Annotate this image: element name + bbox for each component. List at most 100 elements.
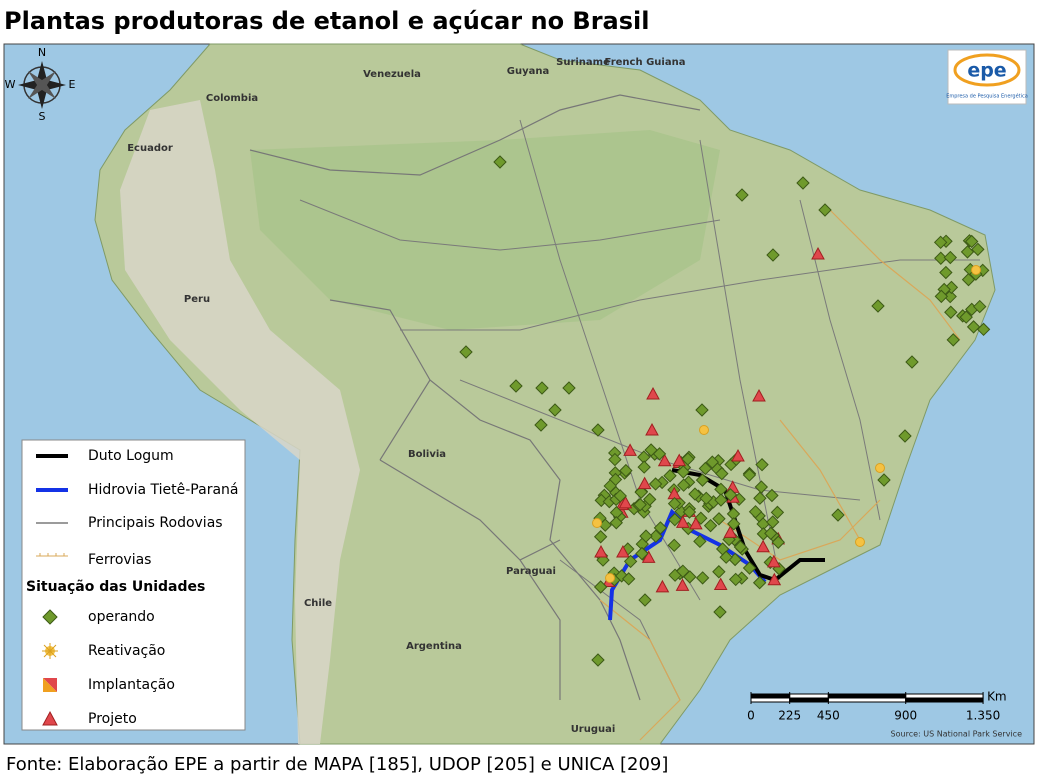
marker-operando (644, 443, 658, 457)
legend-label: Duto Logum (88, 448, 174, 464)
marker-operando (961, 272, 976, 287)
marker-operando (459, 345, 473, 359)
map-title: Plantas produtoras de etanol e açúcar no… (4, 7, 649, 35)
scale-segment (750, 697, 791, 703)
country-label: Guyana (507, 66, 549, 77)
legend-heading: Situação das Unidades (26, 579, 205, 595)
marker-reativacao (855, 537, 865, 547)
marker-operando (871, 299, 885, 313)
marker-operando (676, 465, 691, 479)
railways (599, 209, 961, 741)
compass-w: W (5, 78, 16, 91)
marker-projeto (646, 386, 660, 400)
marker-operando (614, 569, 629, 583)
marker-operando (719, 550, 733, 564)
scale-label: 225 (778, 709, 801, 723)
marker-operando (613, 489, 627, 503)
marker-operando (562, 381, 576, 395)
andes (120, 100, 360, 744)
marker-operando (766, 515, 780, 529)
marker-operando (770, 505, 785, 520)
marker-projeto (767, 554, 781, 568)
marker-projeto (689, 516, 703, 530)
country-label: Chile (304, 598, 332, 609)
marker-operando (653, 521, 668, 535)
scale-bar: 0 225 450 900 1.350 Km (747, 690, 1006, 723)
marker-projeto (655, 579, 670, 593)
marker-operando (676, 564, 690, 578)
logo-name: epe (967, 60, 1006, 82)
marker-projeto (618, 495, 633, 509)
marker-operando (509, 379, 523, 393)
scale-label: 900 (894, 709, 917, 723)
marker-reativacao (605, 573, 615, 583)
marker-operando (634, 485, 648, 499)
marker-operando (933, 235, 948, 250)
marker-operando (667, 496, 682, 511)
marker-operando (960, 245, 975, 259)
marker-operando (959, 310, 973, 324)
marker-projeto (637, 476, 652, 490)
marker-projeto (645, 422, 659, 436)
marker-reativacao (971, 265, 981, 275)
marker-operando (715, 466, 729, 481)
marker-operando (713, 605, 727, 619)
legend-label: Principais Rodovias (88, 515, 223, 531)
marker-operando (714, 493, 728, 507)
logo-tagline: Empresa de Pesquisa Energética (946, 93, 1028, 100)
country-label: Colombia (206, 93, 258, 104)
country-label: Bolivia (408, 449, 446, 460)
marker-operando (766, 248, 780, 262)
marker-operando (723, 488, 738, 502)
marker-operando (693, 534, 707, 549)
marker-operando (964, 234, 979, 249)
marker-operando (943, 250, 958, 265)
marker-operando (755, 457, 769, 472)
marker-operando (695, 571, 710, 585)
marker-operando (703, 518, 718, 533)
marker-operando (638, 593, 652, 607)
marker-projeto (623, 443, 637, 456)
marker-operando (742, 468, 757, 482)
marker-operando (667, 538, 681, 553)
marker-operando (752, 576, 767, 590)
marker-projeto (675, 515, 690, 528)
legend-label: Implantação (88, 677, 175, 693)
marker-operando (493, 155, 507, 169)
marker-operando (591, 423, 605, 437)
country-borders (249, 94, 701, 701)
scale-label: 1.350 (966, 709, 1000, 723)
marker-reativacao (875, 463, 885, 473)
marker-projeto (731, 448, 745, 462)
country-label: Uruguai (571, 724, 616, 735)
marker-reativacao (592, 518, 602, 528)
marker-projeto (672, 453, 687, 467)
marker-projeto (723, 525, 738, 538)
marker-operando (733, 540, 748, 554)
marker-operando (695, 403, 709, 417)
marker-operando (639, 529, 653, 543)
marker-operando (649, 529, 663, 543)
scale-segment (789, 693, 829, 699)
marker-operando (753, 491, 767, 505)
marker-operando (637, 460, 651, 474)
marker-operando (934, 251, 948, 265)
marker-operando (971, 242, 985, 257)
scale-segment (905, 697, 984, 703)
source-note: Fonte: Elaboração EPE a partir de MAPA [… (6, 754, 668, 775)
legend: Duto Logum Hidrovia Tietê-Paraná Princip… (21, 439, 246, 731)
marker-operando (593, 580, 608, 594)
marker-projeto (641, 550, 656, 563)
marker-operando (976, 322, 991, 337)
marker-operando (619, 463, 633, 478)
marker-operando (609, 516, 623, 530)
scale-label: 450 (817, 709, 840, 723)
marker-operando (623, 554, 638, 569)
marker-operando (905, 355, 919, 369)
marker-operando (698, 461, 713, 476)
marker-operando (642, 492, 657, 507)
marker-operando (796, 176, 810, 190)
marker-operando (748, 505, 763, 519)
country-label: Peru (184, 294, 210, 305)
